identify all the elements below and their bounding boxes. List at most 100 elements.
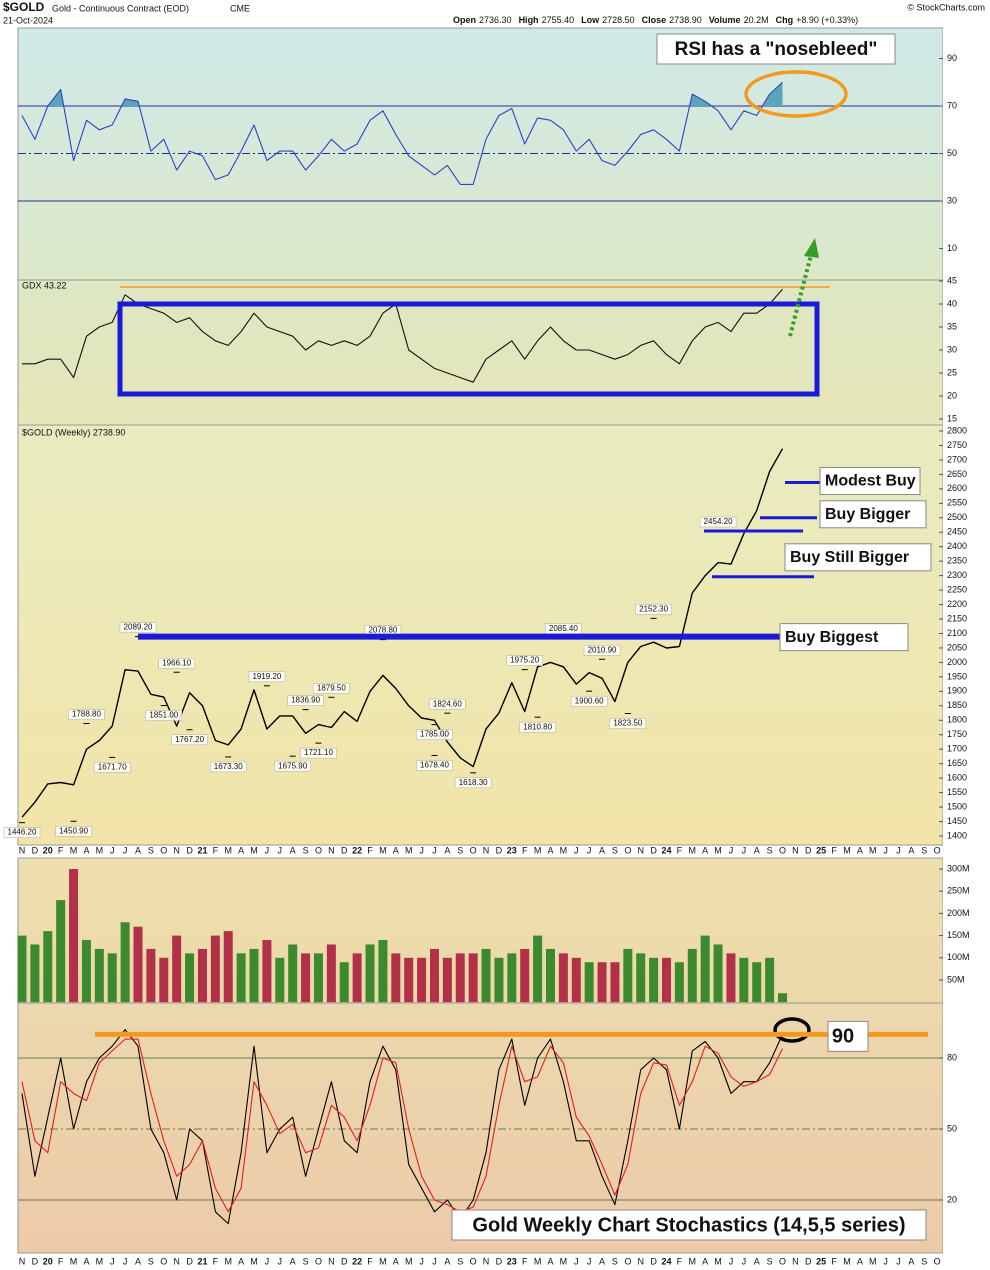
x-tick-label: O — [160, 845, 167, 855]
quote-value: 2755.40 — [542, 15, 575, 25]
x-tick-label: N — [637, 1256, 644, 1266]
volume-bar — [30, 944, 40, 1003]
price-label: 1450.90 — [59, 826, 88, 835]
x-tick-label: A — [444, 845, 450, 855]
price-label: 1767.20 — [175, 735, 204, 744]
x-tick-label: A — [599, 845, 605, 855]
price-label-box — [248, 671, 286, 683]
y-tick-label: 1650 — [947, 758, 967, 768]
symbol: $GOLD — [3, 0, 45, 14]
x-tick-label: S — [148, 1256, 154, 1266]
price-label-box — [416, 729, 453, 740]
x-tick-label: M — [689, 845, 697, 855]
volume-bar — [56, 900, 66, 1003]
x-tick-label: A — [290, 1256, 296, 1266]
price-label: 1675.90 — [278, 761, 307, 770]
x-tick-label: 24 — [661, 1256, 671, 1266]
x-tick-label: M — [250, 1256, 258, 1266]
x-tick-label: J — [265, 1256, 270, 1266]
volume-bar — [455, 953, 465, 1003]
level-label-box — [819, 500, 927, 529]
x-tick-label: A — [444, 1256, 450, 1266]
x-tick-label: N — [19, 845, 26, 855]
price-label-box — [583, 645, 621, 656]
series-name: GDX 43.22 — [22, 280, 67, 290]
x-tick-label: D — [341, 845, 348, 855]
x-tick-label: M — [534, 845, 542, 855]
price-label-box — [699, 516, 737, 528]
price-label: 1446.20 — [8, 828, 37, 837]
x-tick-label: O — [315, 845, 322, 855]
price-label-box — [93, 762, 131, 773]
volume-bar — [442, 957, 452, 1003]
stoch-title-box — [451, 1209, 927, 1241]
price-label-box — [506, 655, 543, 666]
x-tick-label: M — [869, 1256, 877, 1266]
quote-value: 2728.50 — [602, 15, 635, 25]
price-label-box — [55, 826, 92, 837]
y-tick-label: 1500 — [947, 801, 967, 811]
quote-value: 2738.90 — [669, 15, 702, 25]
level-label: Buy Bigger — [825, 506, 910, 523]
x-tick-label: J — [587, 1256, 592, 1266]
y-tick-label: 50 — [947, 148, 957, 158]
volume-bar — [262, 940, 272, 1003]
x-tick-label: 23 — [507, 1256, 517, 1266]
x-tick-label: M — [405, 845, 413, 855]
price-label: 1810.80 — [523, 722, 552, 731]
volume-bar — [713, 944, 723, 1003]
volume-bar — [649, 957, 659, 1003]
volume-bar — [778, 993, 788, 1003]
x-tick-label: F — [58, 845, 64, 855]
quote-label: Low — [581, 15, 600, 25]
level-label-box — [784, 543, 932, 572]
volume-bar — [520, 948, 530, 1003]
x-tick-label: A — [135, 1256, 141, 1266]
x-tick-label: J — [419, 845, 424, 855]
x-tick-label: 25 — [816, 845, 826, 855]
x-tick-label: S — [612, 845, 618, 855]
x-tick-label: O — [315, 1256, 322, 1266]
stoch-highlight — [773, 1017, 811, 1043]
price-label-box — [570, 695, 608, 707]
volume-bar — [507, 953, 517, 1003]
axis-layer: 10 30 50 70 90 15 20 25 30 35 40 45 1400 1450 1500 1550… — [19, 53, 970, 1267]
volume-bar — [288, 944, 298, 1003]
y-tick-label: 1550 — [947, 787, 967, 797]
x-tick-label: J — [883, 845, 888, 855]
price-label: 1824.60 — [433, 699, 462, 708]
x-tick-label: A — [83, 1256, 89, 1266]
x-tick-label: S — [767, 1256, 773, 1266]
volume-bar — [81, 940, 91, 1003]
y-tick-label: 1600 — [947, 773, 967, 783]
x-tick-label: S — [767, 845, 773, 855]
x-tick-label: D — [650, 845, 657, 855]
x-tick-label: A — [393, 1256, 399, 1266]
x-tick-label: 25 — [816, 1256, 826, 1266]
x-tick-label: S — [457, 845, 463, 855]
y-tick-label: 15 — [947, 413, 957, 423]
x-tick-label: M — [560, 845, 568, 855]
x-tick-label: O — [779, 845, 786, 855]
x-tick-label: N — [173, 845, 180, 855]
rsi-panel — [18, 28, 943, 280]
y-tick-label: 1700 — [947, 744, 967, 754]
x-tick-label: F — [367, 845, 373, 855]
overbought-fill — [22, 82, 783, 106]
volume-bar — [378, 940, 388, 1003]
level-label: Buy Biggest — [785, 629, 879, 646]
x-tick-label: N — [328, 1256, 335, 1266]
x-tick-label: A — [754, 1256, 760, 1266]
x-tick-label: F — [831, 1256, 837, 1266]
x-tick-label: J — [110, 1256, 115, 1266]
x-tick-label: A — [547, 1256, 553, 1266]
volume-bar — [662, 957, 671, 1003]
x-tick-label: M — [714, 1256, 722, 1266]
volume-bar — [326, 944, 336, 1003]
x-tick-label: F — [677, 845, 683, 855]
x-tick-label: S — [303, 1256, 309, 1266]
x-tick-label: A — [83, 845, 89, 855]
y-tick-label: 10 — [947, 243, 957, 253]
price-label-box — [119, 622, 157, 633]
y-tick-label: 40 — [947, 298, 957, 308]
